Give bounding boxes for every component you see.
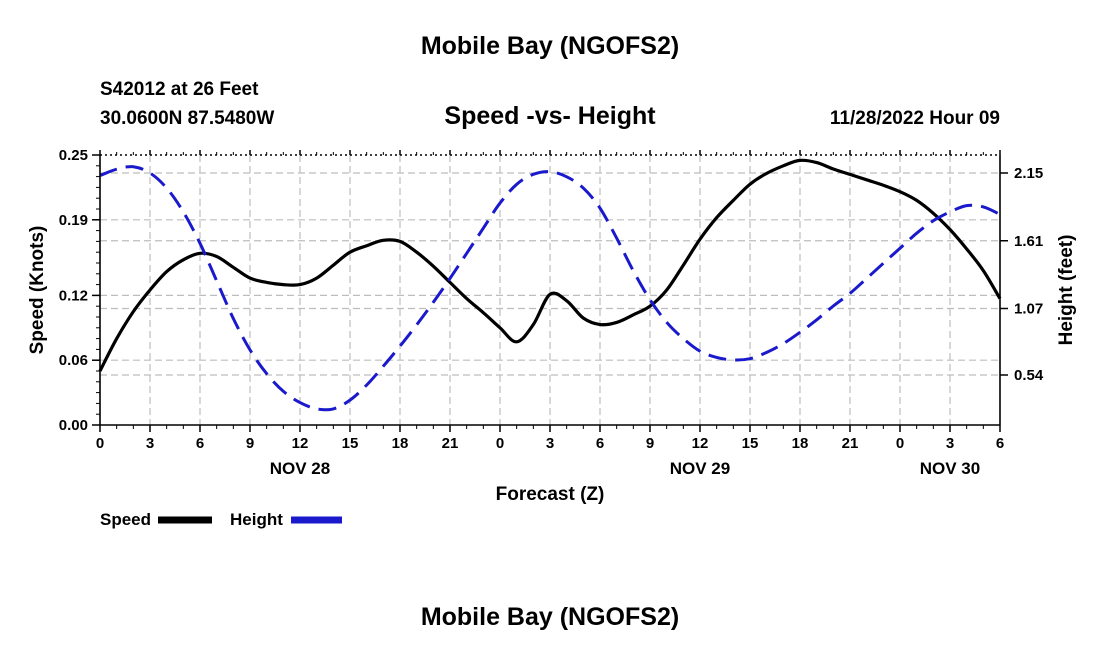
x-tick-label: 6 — [996, 435, 1004, 452]
y-right-tick-label: 2.15 — [1014, 165, 1043, 182]
grid-lines — [100, 155, 1000, 425]
y-right-tick-label: 0.54 — [1014, 367, 1044, 384]
y-left-tick-label: 0.25 — [59, 147, 88, 164]
date-label: NOV 28 — [270, 459, 330, 478]
x-tick-label: 21 — [442, 435, 459, 452]
location-label: 30.0600N 87.5480W — [100, 108, 274, 129]
y-left-tick-label: 0.00 — [59, 417, 88, 434]
legend-height-label: Height — [230, 510, 283, 529]
x-tick-label: 0 — [96, 435, 104, 452]
x-tick-label: 3 — [946, 435, 954, 452]
x-tick-label: 18 — [392, 435, 409, 452]
x-tick-label: 0 — [896, 435, 904, 452]
series-group — [98, 158, 1002, 412]
x-tick-label: 15 — [742, 435, 759, 452]
page-title: Mobile Bay (NGOFS2) — [421, 32, 679, 60]
y-left-tick-label: 0.19 — [59, 212, 88, 229]
x-tick-label: 12 — [692, 435, 709, 452]
x-tick-label: 0 — [496, 435, 504, 452]
timestamp-label: 11/28/2022 Hour 09 — [830, 108, 1000, 129]
legend-speed-label: Speed — [100, 510, 151, 529]
tick-labels: 0 3 6 9 12 15 18 21 0 3 6 9 12 15 18 21 0 3 6 0.00 0.06 0.12 0… — [59, 147, 1044, 478]
station-label: S42012 at 26 Feet — [100, 79, 259, 100]
x-tick-label: 3 — [146, 435, 154, 452]
footer-title: Mobile Bay (NGOFS2) — [421, 603, 679, 631]
x-tick-label: 9 — [246, 435, 254, 452]
date-label: NOV 29 — [670, 459, 730, 478]
x-tick-label: 15 — [342, 435, 359, 452]
plot-frame — [92, 150, 1008, 432]
y-left-tick-label: 0.12 — [59, 287, 88, 304]
y-right-tick-label: 1.61 — [1014, 233, 1043, 250]
x-axis-label: Forecast (Z) — [496, 484, 605, 505]
series-line-speed — [98, 158, 1002, 372]
series-line-height — [99, 165, 1001, 412]
y-right-tick-label: 1.07 — [1014, 301, 1043, 318]
x-tick-label: 6 — [196, 435, 204, 452]
x-tick-label: 3 — [546, 435, 554, 452]
x-tick-label: 12 — [292, 435, 309, 452]
x-tick-label: 9 — [646, 435, 654, 452]
y-left-tick-label: 0.06 — [59, 352, 88, 369]
x-tick-label: 6 — [596, 435, 604, 452]
x-tick-label: 21 — [842, 435, 859, 452]
chart-title: Speed -vs- Height — [444, 102, 656, 130]
y-axis-label-left: Speed (Knots) — [27, 226, 48, 355]
y-axis-label-right: Height (feet) — [1056, 235, 1077, 346]
date-label: NOV 30 — [920, 459, 980, 478]
legend: Speed Height — [100, 510, 342, 529]
x-tick-label: 18 — [792, 435, 809, 452]
